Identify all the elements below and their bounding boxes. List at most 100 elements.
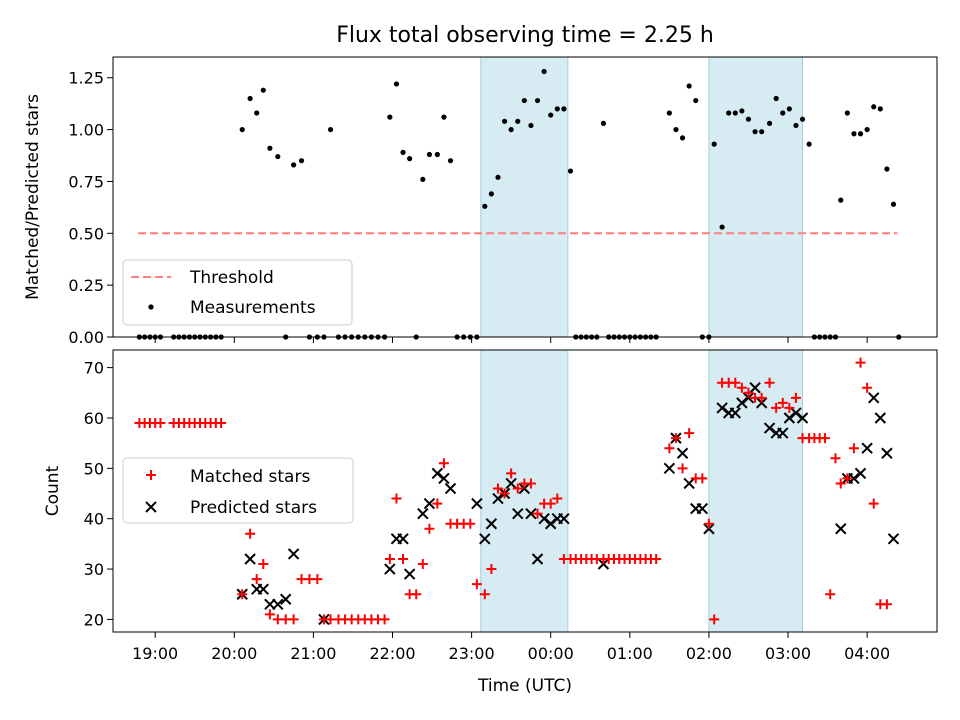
top-y-ticks: 0.00 0.25 0.50 0.75 1.00 1.25 — [68, 69, 113, 347]
measurement-point — [239, 126, 245, 133]
predicted-star-marker — [874, 412, 887, 424]
top-y-axis-label: Matched/Predicted stars — [23, 94, 43, 300]
measurement-point — [877, 106, 883, 112]
matched-star-marker — [709, 614, 720, 625]
matched-star-marker — [743, 387, 754, 398]
predicted-star-marker — [676, 447, 689, 459]
measurement-point — [534, 97, 541, 104]
predicted-star-marker — [597, 558, 610, 570]
matched-star-marker — [664, 443, 675, 454]
measurement-point — [515, 118, 521, 124]
matched-star-marker — [868, 498, 879, 509]
matched-star-marker — [465, 518, 476, 529]
bottom-panel: 20 30 40 50 60 70 19:00 20:00 21:00 22:00 23:00 00… — [43, 349, 938, 696]
matched-star-marker — [730, 377, 741, 388]
matched-star-marker — [432, 498, 443, 509]
measurement-point — [890, 201, 897, 207]
measurement-point — [786, 106, 792, 112]
bottom-y-tick-label: 50 — [84, 459, 104, 478]
measurement-point — [864, 126, 870, 133]
matched-star-marker — [379, 614, 390, 625]
bottom-x-tick-label: 19:00 — [132, 644, 178, 663]
predicted-star-marker — [531, 553, 544, 565]
predicted-star-marker — [755, 397, 768, 409]
matched-star-marker — [155, 418, 166, 429]
matched-star-marker — [258, 559, 269, 570]
matched-star-marker — [411, 589, 422, 600]
measurement-point — [752, 129, 758, 135]
measurement-point — [600, 120, 607, 126]
legend-measurements-swatch — [148, 304, 154, 310]
predicted-star-marker — [663, 462, 676, 475]
measurement-point — [719, 224, 725, 230]
measurement-point — [799, 116, 806, 122]
matched-star-marker — [237, 589, 248, 600]
predicted-star-marker — [397, 533, 409, 545]
predicted-star-marker — [783, 412, 796, 424]
measurement-point — [766, 120, 773, 126]
matched-star-marker — [819, 433, 830, 444]
bottom-x-tick-label: 01:00 — [607, 644, 653, 663]
matched-star-marker — [417, 559, 428, 570]
matched-star-marker — [471, 579, 482, 590]
predicted-star-marker — [716, 402, 728, 414]
bottom-shaded-band-0 — [480, 349, 569, 633]
legend-threshold-label: Threshold — [189, 268, 274, 288]
top-y-tick-label: 0.50 — [68, 224, 104, 243]
measurement-point — [711, 141, 717, 147]
measurement-point — [773, 95, 779, 102]
top-title: Flux total observing time = 2.25 h — [336, 23, 714, 48]
measurement-point — [541, 68, 547, 75]
matched-star-marker — [677, 463, 688, 474]
legend-predicted-swatch — [145, 501, 157, 513]
measurement-point — [521, 97, 527, 104]
predicted-star-marker — [777, 427, 789, 439]
matched-star-marker — [424, 523, 435, 534]
top-shaded-band-1 — [708, 56, 804, 338]
measurement-point — [260, 87, 266, 93]
measurement-point — [726, 110, 732, 116]
predicted-star-marker — [431, 467, 444, 480]
matched-star-marker — [492, 483, 503, 494]
matched-star-marker — [697, 473, 708, 484]
measurement-point — [528, 122, 534, 129]
measurement-point — [871, 104, 877, 110]
top-legend-box — [122, 259, 353, 326]
measurement-point — [693, 97, 699, 104]
matched-star-marker — [855, 357, 866, 368]
matched-star-marker — [499, 488, 510, 499]
legend-predicted-label: Predicted stars — [190, 498, 317, 518]
measurement-point — [759, 129, 765, 135]
top-y-tick-label: 1.25 — [68, 69, 104, 88]
predicted-star-marker — [703, 523, 715, 535]
bottom-x-axis-label: Time (UTC) — [477, 676, 572, 696]
bottom-x-tick-label: 03:00 — [765, 644, 811, 663]
predicted-star-marker — [423, 497, 436, 510]
predicted-star-marker — [272, 598, 284, 611]
measurement-point — [567, 168, 574, 174]
matched-star-marker — [703, 518, 714, 529]
bottom-legend: Matched stars Predicted stars — [122, 457, 354, 524]
measurement-point — [387, 114, 393, 120]
measurement-point — [508, 126, 514, 133]
measurement-point — [884, 166, 890, 172]
matched-star-marker — [825, 589, 836, 600]
predicted-star-marker — [287, 548, 300, 560]
measurement-point — [793, 122, 799, 129]
matched-star-marker — [651, 553, 662, 564]
predicted-star-marker — [492, 492, 504, 505]
predicted-star-marker — [696, 502, 709, 515]
predicted-star-marker — [538, 512, 550, 525]
measurement-point — [488, 191, 494, 197]
predicted-star-marker — [444, 482, 457, 495]
top-axes-frame — [112, 56, 938, 338]
predicted-star-marker — [558, 512, 570, 525]
measurement-point — [806, 141, 812, 147]
matched-star-marker — [438, 458, 449, 469]
bottom-y-axis-label: Count — [43, 465, 63, 516]
measurement-point — [686, 83, 692, 89]
bottom-y-tick-label: 40 — [84, 510, 104, 529]
bottom-x-tick-label: 22:00 — [369, 644, 415, 663]
predicted-star-marker — [525, 507, 537, 520]
measurement-point — [857, 131, 864, 137]
